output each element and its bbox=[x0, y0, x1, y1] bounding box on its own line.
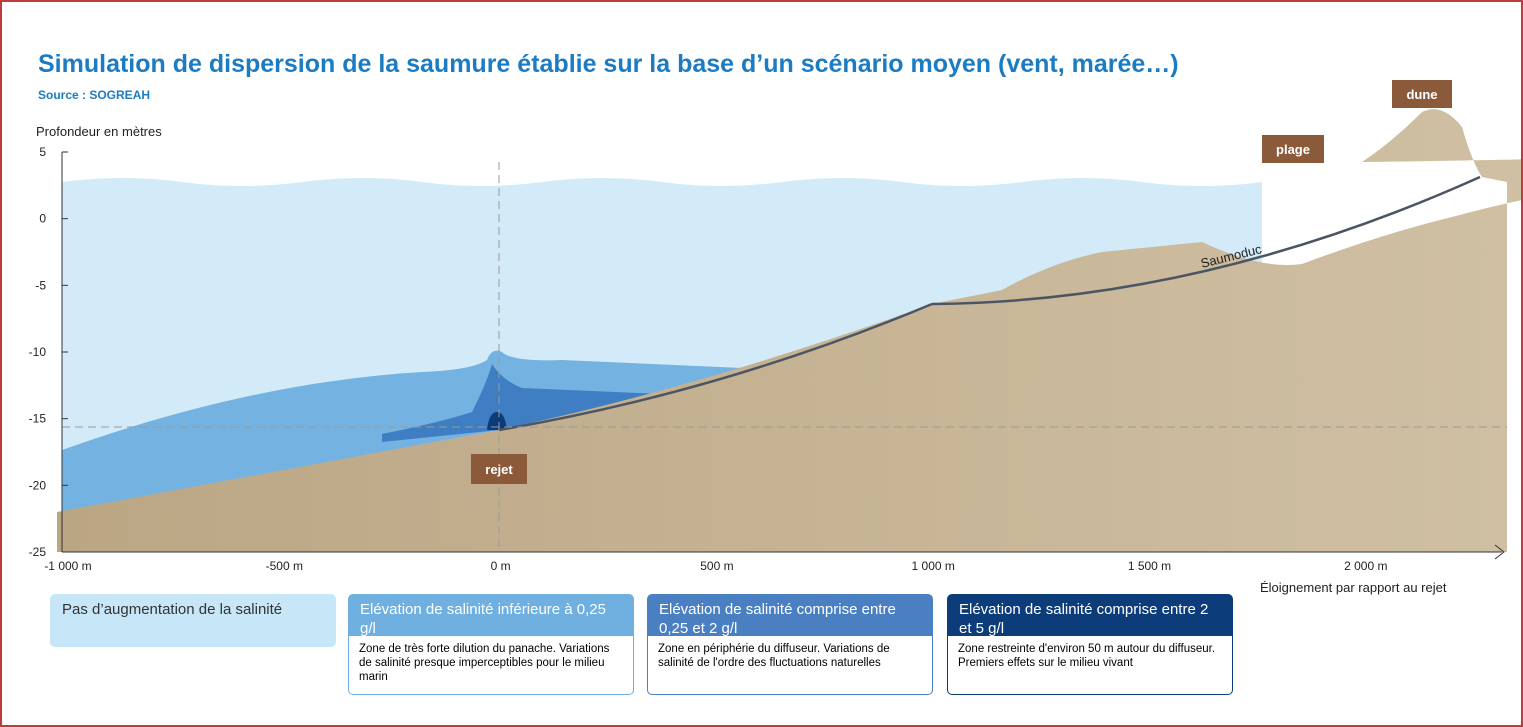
page: Simulation de dispersion de la saumure é… bbox=[0, 0, 1523, 727]
x-tick-label: -500 m bbox=[266, 559, 303, 573]
y-axis-label: Profondeur en mètres bbox=[36, 124, 162, 139]
x-axis-label: Éloignement par rapport au rejet bbox=[1260, 580, 1447, 595]
legend-title: Pas d’augmentation de la salinité bbox=[50, 594, 336, 625]
title: Simulation de dispersion de la saumure é… bbox=[38, 50, 1179, 78]
y-tick-label: -20 bbox=[29, 478, 47, 492]
legend-text: Zone restreinte d'environ 50 m autour du… bbox=[947, 635, 1233, 695]
legend-text: Zone de très forte dilution du panache. … bbox=[348, 635, 634, 695]
x-tick-label: 0 m bbox=[491, 559, 511, 573]
tag-label: plage bbox=[1276, 142, 1310, 157]
legend-item: Elévation de salinité comprise entre 0,2… bbox=[647, 594, 933, 695]
legend-item: Pas d’augmentation de la salinité bbox=[50, 594, 336, 647]
y-tick-label: -25 bbox=[29, 545, 47, 559]
y-tick-label: -10 bbox=[29, 345, 47, 359]
x-tick-label: 1 500 m bbox=[1128, 559, 1171, 573]
y-tick-label: 0 bbox=[39, 212, 46, 226]
y-tick-label: 5 bbox=[39, 145, 46, 159]
y-tick-label: -5 bbox=[35, 278, 46, 292]
tag-label: dune bbox=[1406, 87, 1437, 102]
x-tick-label: 2 000 m bbox=[1344, 559, 1387, 573]
legend-title: Elévation de salinité comprise entre 0,2… bbox=[647, 594, 933, 635]
tag-label: rejet bbox=[485, 462, 513, 477]
legend-text: Zone en périphérie du diffuseur. Variati… bbox=[647, 635, 933, 695]
x-tick-label: -1 000 m bbox=[44, 559, 91, 573]
legend-item: Elévation de salinité comprise entre 2 e… bbox=[947, 594, 1233, 695]
y-tick-label: -15 bbox=[29, 412, 47, 426]
legend-title: Elévation de salinité comprise entre 2 e… bbox=[947, 594, 1233, 635]
x-tick-label: 500 m bbox=[700, 559, 733, 573]
x-tick-label: 1 000 m bbox=[912, 559, 955, 573]
legend-title: Elévation de salinité inférieure à 0,25 … bbox=[348, 594, 634, 635]
source: Source : SOGREAH bbox=[38, 88, 150, 102]
legend-item: Elévation de salinité inférieure à 0,25 … bbox=[348, 594, 634, 695]
